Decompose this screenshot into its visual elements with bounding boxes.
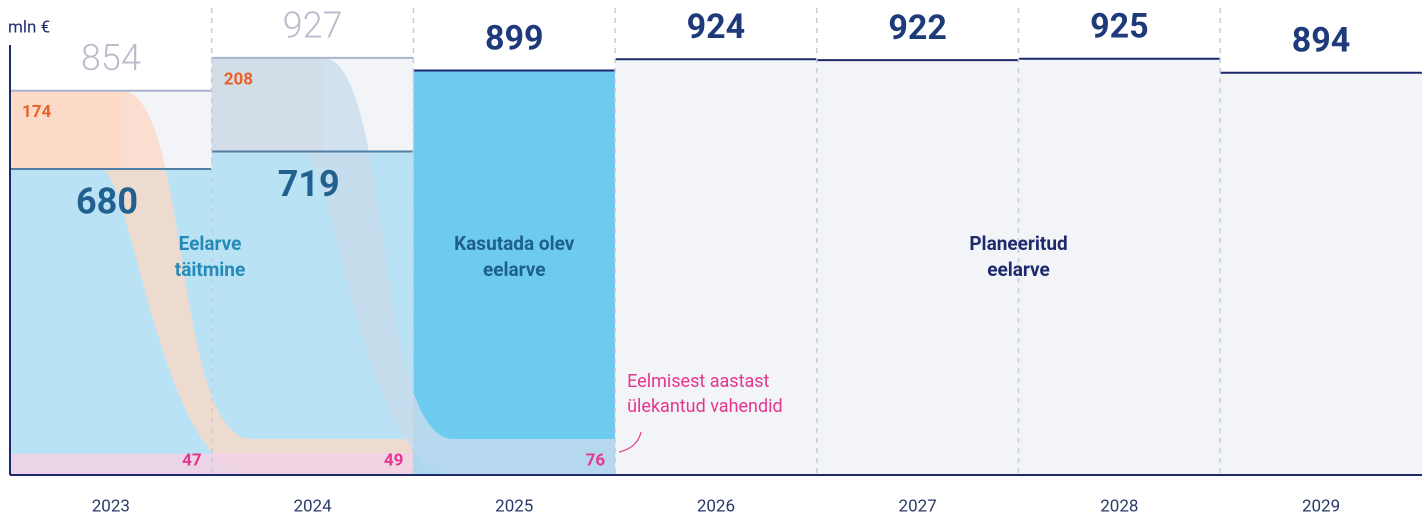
annotation-pointer <box>618 431 642 453</box>
x-tick-label: 2026 <box>697 496 735 516</box>
budget-bar <box>413 70 616 475</box>
carryover-label: 49 <box>384 450 404 470</box>
planned-annotation-line: eelarve <box>987 258 1050 281</box>
total-label: 894 <box>1292 21 1351 61</box>
executed-annotation: Eelarve täitmine <box>175 232 245 281</box>
x-tick-label: 2023 <box>92 496 130 516</box>
carryover-annotation: Eelmisest aastast ülekantud vahendid <box>627 371 783 417</box>
carryover-annotation-line: Eelmisest aastast <box>627 371 769 392</box>
total-label: 899 <box>485 18 544 58</box>
executed-label: 680 <box>76 181 138 223</box>
planned-annotation: Planeeritud eelarve <box>969 232 1067 281</box>
executed-annotation-line: täitmine <box>175 258 245 281</box>
budget-bar <box>615 59 817 475</box>
x-tick-label: 2027 <box>899 496 937 516</box>
y-axis-label: mln € <box>8 17 50 37</box>
carryover-bar <box>413 440 616 475</box>
budget-bar <box>1220 72 1422 475</box>
carryover-label: 47 <box>182 450 202 470</box>
available-annotation-line: eelarve <box>483 258 546 281</box>
available-annotation-line: Kasutada olev <box>454 232 575 255</box>
budget-bar <box>1018 58 1221 475</box>
executed-annotation-line: Eelarve <box>179 232 242 255</box>
carryover-bar <box>211 452 414 475</box>
carryover-label: 76 <box>586 450 606 470</box>
carryover-flow <box>211 57 616 475</box>
x-tick-label: 2024 <box>293 496 332 516</box>
budget-bar <box>816 60 1019 475</box>
total-label: 924 <box>687 7 746 47</box>
total-label: 922 <box>888 8 947 48</box>
planned-annotation-line: Planeeritud <box>969 232 1067 255</box>
x-tick-label: 2025 <box>495 496 533 516</box>
total-label: 927 <box>283 4 343 46</box>
front-layer: 854 680 174 47 2023 927 719 208 49 2024 899 76 2025 9… <box>9 4 1422 516</box>
carryover-annotation-line: ülekantud vahendid <box>627 396 783 417</box>
executed-label: 719 <box>278 163 340 205</box>
unspent-label: 208 <box>224 69 253 89</box>
total-label: 854 <box>81 37 141 79</box>
unspent-label: 174 <box>22 102 52 122</box>
x-tick-label: 2028 <box>1100 496 1138 516</box>
carryover-bar <box>10 453 212 475</box>
available-annotation: Kasutada olev eelarve <box>454 232 575 281</box>
total-label: 925 <box>1090 7 1149 47</box>
x-tick-label: 2029 <box>1302 496 1340 516</box>
background-layer <box>10 57 1422 475</box>
